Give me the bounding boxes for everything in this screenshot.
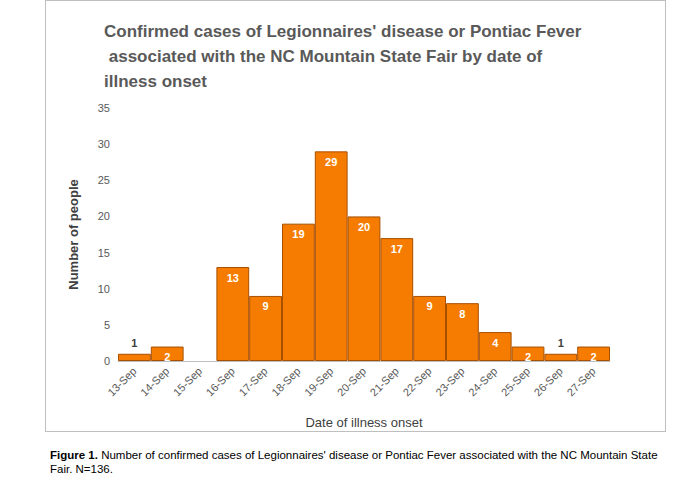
svg-text:Date of illness onset: Date of illness onset bbox=[305, 415, 422, 430]
svg-text:Confirmed cases of Legionnaire: Confirmed cases of Legionnaires' disease… bbox=[104, 22, 582, 41]
svg-text:8: 8 bbox=[459, 308, 465, 320]
svg-text:9: 9 bbox=[427, 300, 433, 312]
svg-text:13-Sep: 13-Sep bbox=[105, 365, 139, 399]
svg-text:26-Sep: 26-Sep bbox=[532, 365, 566, 399]
svg-text:2: 2 bbox=[525, 351, 531, 363]
svg-text:17: 17 bbox=[391, 243, 403, 255]
svg-text:9: 9 bbox=[263, 300, 269, 312]
svg-text:13: 13 bbox=[227, 272, 239, 284]
svg-text:25-Sep: 25-Sep bbox=[499, 365, 533, 399]
svg-text:10: 10 bbox=[98, 283, 110, 295]
svg-text:23-Sep: 23-Sep bbox=[433, 365, 467, 399]
svg-text:19-Sep: 19-Sep bbox=[302, 365, 336, 399]
svg-text:35: 35 bbox=[98, 102, 110, 114]
svg-text:1: 1 bbox=[558, 337, 564, 349]
svg-text:5: 5 bbox=[104, 319, 110, 331]
svg-text:4: 4 bbox=[492, 337, 499, 349]
svg-text:17-Sep: 17-Sep bbox=[236, 365, 270, 399]
svg-text:2: 2 bbox=[591, 351, 597, 363]
svg-text:27-Sep: 27-Sep bbox=[564, 365, 598, 399]
svg-text:14-Sep: 14-Sep bbox=[138, 365, 172, 399]
svg-text:0: 0 bbox=[104, 355, 110, 367]
svg-text:19: 19 bbox=[292, 228, 304, 240]
svg-text:16-Sep: 16-Sep bbox=[204, 365, 238, 399]
html-text:Figure 1. Number of confirmed: Figure 1. Number of confirmed cases of L… bbox=[50, 449, 658, 475]
svg-text:22-Sep: 22-Sep bbox=[400, 365, 434, 399]
svg-text:18-Sep: 18-Sep bbox=[269, 365, 303, 399]
svg-text:associated with the NC Mountai: associated with the NC Mountain State Fa… bbox=[104, 47, 547, 66]
svg-text:15-Sep: 15-Sep bbox=[171, 365, 205, 399]
svg-text:1: 1 bbox=[131, 337, 137, 349]
svg-text:Number of people: Number of people bbox=[66, 179, 81, 290]
svg-text:15: 15 bbox=[98, 247, 110, 259]
svg-text:20: 20 bbox=[358, 221, 370, 233]
svg-text:29: 29 bbox=[325, 156, 337, 168]
svg-text:2: 2 bbox=[164, 351, 170, 363]
svg-text:30: 30 bbox=[98, 138, 110, 150]
svg-text:illness onset: illness onset bbox=[104, 72, 207, 91]
svg-text:25: 25 bbox=[98, 174, 110, 186]
svg-text:20-Sep: 20-Sep bbox=[335, 365, 369, 399]
svg-text:24-Sep: 24-Sep bbox=[466, 365, 500, 399]
svg-text:21-Sep: 21-Sep bbox=[368, 365, 402, 399]
svg-text:20: 20 bbox=[98, 210, 110, 222]
